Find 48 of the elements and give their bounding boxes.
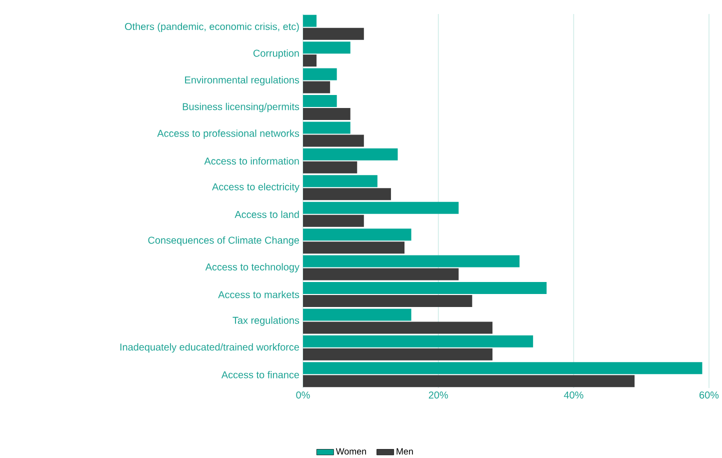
bar xyxy=(303,81,330,94)
bar xyxy=(303,175,378,188)
y-tick-label: Access to finance xyxy=(221,370,300,378)
bar xyxy=(303,335,534,348)
x-tick-label: 0% xyxy=(296,392,310,399)
bar xyxy=(303,255,520,268)
bar xyxy=(303,68,337,80)
bar xyxy=(303,242,404,254)
bar xyxy=(303,28,364,40)
y-tick-label: Business licensing/permits xyxy=(182,102,300,112)
y-tick-label: Environmental regulations xyxy=(185,76,300,86)
bar xyxy=(303,282,547,294)
bar xyxy=(303,268,459,280)
y-tick-label: Access to electricity xyxy=(212,183,300,192)
bar xyxy=(303,295,472,308)
y-tick-label: Access to markets xyxy=(218,290,300,298)
legend-label: Men xyxy=(396,448,413,455)
bar xyxy=(303,228,412,241)
bar xyxy=(303,202,459,214)
bar xyxy=(303,188,391,200)
bar xyxy=(303,54,317,67)
y-tick-label: Tax regulations xyxy=(232,316,300,326)
y-tick-label: Others (pandemic, economic crisis, etc) xyxy=(124,22,299,32)
bar xyxy=(303,214,364,227)
x-tick-label: 20% xyxy=(428,392,448,399)
bar xyxy=(303,161,358,174)
bar xyxy=(303,134,364,147)
bar xyxy=(303,14,317,27)
y-tick-label: Inadequately educated/trained workforce xyxy=(120,343,299,353)
bar xyxy=(303,148,398,160)
legend-label: Women xyxy=(336,448,366,455)
y-tick-label: Access to land xyxy=(234,210,299,218)
y-tick-label: Consequences of Climate Change xyxy=(148,236,299,246)
bar xyxy=(303,95,337,107)
bar xyxy=(303,42,350,54)
bar xyxy=(303,108,350,120)
y-tick-label: Access to information xyxy=(204,157,299,165)
bar xyxy=(303,122,350,134)
bar xyxy=(303,375,635,388)
x-tick-label: 40% xyxy=(564,392,584,399)
bar xyxy=(303,348,492,360)
y-tick-label: Corruption xyxy=(253,49,299,59)
x-tick-label: 60% xyxy=(700,392,719,399)
bar xyxy=(303,322,492,334)
bar xyxy=(303,308,412,321)
y-tick-label: Access to technology xyxy=(205,263,300,272)
bar xyxy=(303,362,702,374)
y-tick-label: Access to professional networks xyxy=(157,130,300,139)
